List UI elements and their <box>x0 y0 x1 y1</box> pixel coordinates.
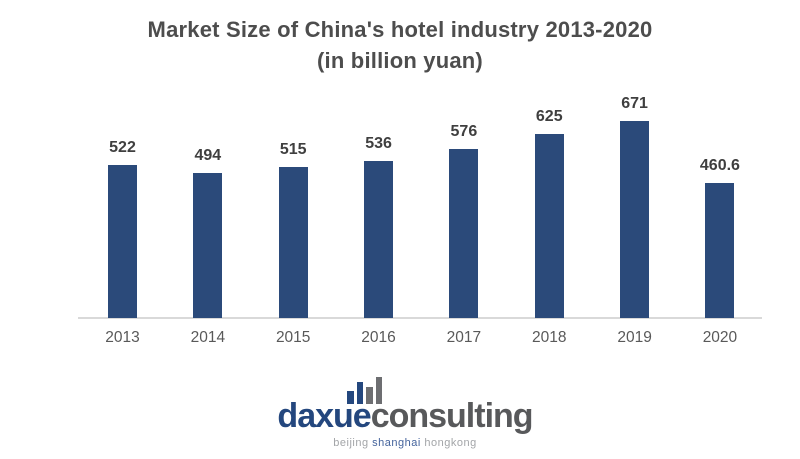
x-axis-label: 2015 <box>275 329 311 346</box>
chart-title: Market Size of China's hotel industry 20… <box>147 17 653 42</box>
bar-2019 <box>620 121 650 318</box>
x-axis-line <box>78 317 762 319</box>
bar-value-label: 515 <box>279 141 307 158</box>
tagline-hongkong: hongkong <box>424 437 477 449</box>
x-axis-label: 2017 <box>446 329 482 346</box>
bar-2020 <box>705 183 735 318</box>
chart-title-block: Market Size of China's hotel industry 20… <box>0 14 800 76</box>
tagline-beijing: beijing <box>333 437 369 449</box>
chart-subtitle: (in billion yuan) <box>317 48 483 73</box>
bar-value-label: 494 <box>194 147 222 164</box>
logo-icon-bar <box>375 377 382 404</box>
logo-tagline: beijing shanghai hongkong <box>260 437 550 449</box>
x-axis-label: 2018 <box>532 329 567 346</box>
bar-2013 <box>108 165 137 318</box>
daxue-consulting-logo: daxueconsulting beijing shanghai hongkon… <box>260 374 550 449</box>
bar-value-label: 625 <box>535 108 563 125</box>
x-axis-label: 2016 <box>361 329 396 346</box>
bar-2016 <box>364 161 394 318</box>
bar-2015 <box>278 167 308 318</box>
logo-icon-bar <box>347 391 354 404</box>
bar-value-label: 522 <box>109 139 136 156</box>
bar-value-label: 671 <box>621 95 648 112</box>
bar-value-label: 536 <box>365 135 392 152</box>
logo-consulting: consulting <box>370 397 534 435</box>
bar-2017 <box>449 149 479 318</box>
tagline-shanghai: shanghai <box>372 437 421 449</box>
logo-wordmark: daxueconsulting <box>260 399 550 433</box>
x-axis-label: 2019 <box>617 329 652 346</box>
logo-icon-bar <box>356 382 363 404</box>
logo-daxue: daxue <box>277 397 371 435</box>
x-axis-label: 2013 <box>105 329 140 346</box>
bar-value-label: 460.6 <box>699 157 740 174</box>
logo-icon-bar <box>366 387 373 404</box>
bar-chart-icon <box>347 374 387 404</box>
x-axis-label: 2020 <box>702 329 738 346</box>
bar-2018 <box>534 134 564 318</box>
x-axis-label: 2014 <box>190 329 226 346</box>
bar-value-label: 576 <box>450 123 478 140</box>
bar-2014 <box>193 173 223 318</box>
